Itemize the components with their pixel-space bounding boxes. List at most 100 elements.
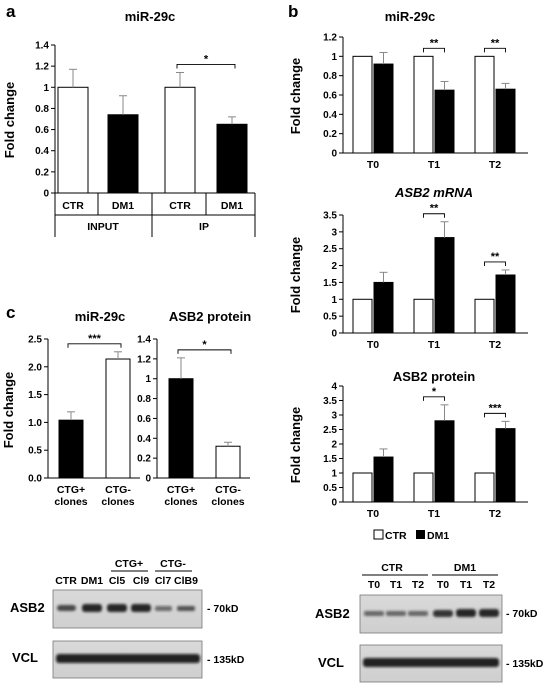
blot-left-asb2-band (82, 604, 102, 612)
chart-b1-title: miR-29c (385, 9, 436, 24)
blot-left-lane-1: CTR (55, 575, 77, 587)
c1-ytick-label: 1.0 (28, 418, 42, 429)
blot-left-row-vcl: VCL (12, 650, 38, 665)
panel-letter-c: c (6, 303, 15, 322)
b3-significance-label: *** (489, 402, 503, 414)
blot-right-marker-135: - 135kD (506, 658, 544, 670)
b3-xtick-label: T0 (367, 508, 379, 520)
b3-ytick-label: 2 (331, 440, 337, 451)
blot-left-group-ctgplus: CTG+ (115, 558, 143, 570)
c2-xtick-label: clones (211, 496, 244, 508)
a-ytick-label: 0 (43, 189, 49, 200)
c1-xtick-label: clones (54, 496, 87, 508)
a-bar (216, 123, 248, 194)
b3-bar-dm1 (434, 420, 455, 503)
a-significance-label: * (204, 53, 209, 65)
c2-significance-bracket (177, 349, 232, 354)
blot-right-asb2-band (386, 611, 406, 616)
c1-significance-label: *** (88, 333, 102, 345)
blot-left-lane-4: Cl9 (133, 575, 150, 587)
blot-left-asb2-band (177, 606, 195, 611)
c1-ytick-label: 2.0 (28, 362, 42, 373)
a-bar (107, 114, 139, 194)
c1-xtick-label: clones (101, 496, 134, 508)
b1-ytick-label: 1.2 (323, 33, 337, 44)
legend-label-ctr: CTR (385, 530, 407, 542)
chart-a: 0 0.2 0.4 0.6 0.8 1 1.2 1.4 Fold change * CTR DM1 CT… (2, 41, 256, 237)
b3-bar-ctr (413, 472, 434, 503)
b2-ytick-label: 0.5 (323, 312, 337, 323)
a-significance-bracket (176, 64, 236, 69)
b2-bar-ctr (474, 298, 495, 334)
b2-xtick-label: T1 (428, 339, 440, 351)
b1-significance-label: ** (491, 37, 500, 49)
c1-ytick-label: 0.0 (28, 474, 42, 485)
blot-left-lane-5: Cl7 (155, 575, 172, 587)
a-group-label-input: INPUT (87, 221, 119, 233)
b2-xtick-label: T2 (489, 339, 501, 351)
c2-ytick-label: 0.6 (137, 414, 151, 425)
a-group-label-ip: IP (199, 221, 209, 233)
c1-xtick-label: CTG- (105, 484, 131, 496)
blot-right-group-dm1: DM1 (454, 562, 476, 574)
b1-bar-dm1 (495, 88, 516, 154)
b3-bar-ctr (474, 472, 495, 503)
b2-ytick-label: 3 (331, 227, 337, 238)
b2-ytick-label: 0 (331, 329, 337, 340)
a-xtick-label: CTR (169, 200, 191, 212)
blot-left-asb2-band (57, 605, 76, 611)
b1-ytick-label: 1 (331, 52, 337, 63)
b2-bar-dm1 (434, 237, 455, 334)
blot-left-row-asb2: ASB2 (10, 600, 45, 615)
blot-right: CTR DM1 T0 T1 T2 T0 T1 T2 ASB2 - 70kD VC… (315, 562, 544, 683)
blot-right-vcl-band (363, 658, 499, 667)
panel-letter-b: b (288, 2, 298, 21)
blot-left-marker-70: - 70kD (207, 603, 239, 615)
blot-right-lane-4: T0 (437, 579, 449, 591)
a-xtick-label: DM1 (221, 200, 243, 212)
a-ytick-label: 0.2 (35, 167, 49, 178)
b2-ytick-label: 1 (331, 295, 337, 306)
b1-ytick-label: 0.4 (323, 110, 337, 121)
b1-bar-dm1 (373, 63, 394, 154)
c1-ytick-label: 0.5 (28, 446, 42, 457)
b1-ytick-label: 0.6 (323, 91, 337, 102)
b3-bar-dm1 (373, 456, 394, 503)
a-ytick-label: 0.8 (35, 104, 49, 115)
b1-ytick-label: 0.8 (323, 71, 337, 82)
c2-bar (168, 378, 194, 479)
blot-right-group-ctr: CTR (381, 562, 403, 574)
b2-significance-bracket (423, 213, 445, 218)
chart-c1-title: miR-29c (75, 309, 126, 324)
b2-ytick-label: 1.5 (323, 278, 337, 289)
b1-xtick-label: T1 (428, 159, 440, 171)
b3-xtick-label: T1 (428, 508, 440, 520)
a-bar (164, 86, 196, 194)
c2-xtick-label: CTG+ (167, 484, 195, 496)
b2-significance-label: ** (491, 251, 500, 263)
chart-c2-title: ASB2 protein (169, 309, 251, 324)
c2-ytick-label: 0.4 (137, 434, 151, 445)
blot-left-asb2-band (131, 604, 151, 612)
b2-ytick-label: 2 (331, 261, 337, 272)
c1-bar (58, 419, 84, 479)
blot-right-asb2-band (408, 611, 428, 616)
c2-ytick-label: 0 (145, 474, 151, 485)
c2-xtick-label: CTG- (215, 484, 241, 496)
a-bar (57, 86, 89, 194)
b3-ytick-label: 1.5 (323, 454, 337, 465)
b2-ytick-label: 2.5 (323, 244, 337, 255)
c2-ytick-label: 0.2 (137, 454, 151, 465)
blot-left-lane-6: ClB9 (174, 575, 198, 587)
blot-left-asb2-band (155, 606, 172, 611)
blot-right-lane-1: T0 (368, 579, 380, 591)
b3-ytick-label: 3 (331, 411, 337, 422)
c2-xtick-label: clones (164, 496, 197, 508)
chart-b3-title: ASB2 protein (393, 369, 475, 384)
c1-xtick-label: CTG+ (57, 484, 85, 496)
b1-bar-dm1 (434, 89, 455, 154)
legend-swatch-dm1 (416, 530, 425, 539)
b3-xtick-label: T2 (489, 508, 501, 520)
blot-left-marker-135: - 135kD (207, 654, 245, 666)
